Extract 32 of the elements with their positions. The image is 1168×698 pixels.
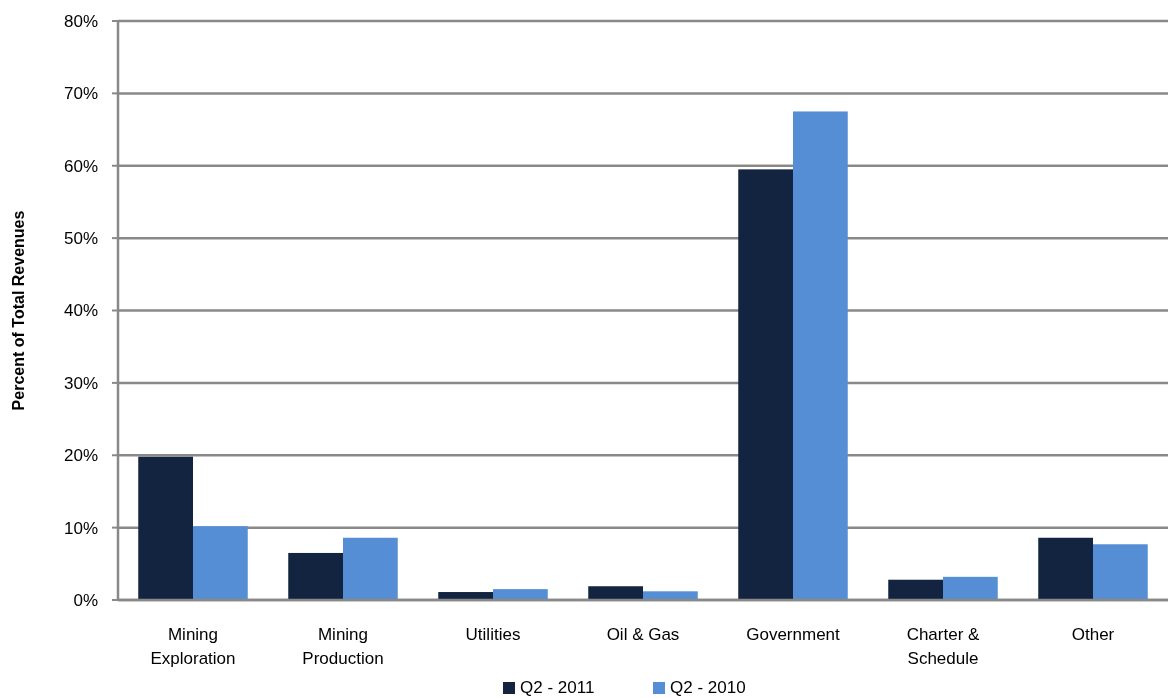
y-tick-label: 80%	[63, 11, 98, 31]
y-tick-label: 10%	[63, 518, 98, 538]
x-tick-label: Charter & Schedule	[906, 625, 981, 668]
y-tick-label: 50%	[63, 229, 98, 249]
bar	[1038, 537, 1093, 600]
bar	[793, 111, 848, 600]
bar	[193, 526, 248, 600]
y-tick-label: 40%	[63, 301, 98, 321]
bar	[943, 576, 998, 600]
y-tick-label: 30%	[63, 373, 98, 393]
bar	[588, 586, 643, 600]
bar	[343, 537, 398, 600]
x-tick-label: Other	[1071, 625, 1115, 644]
x-tick-label: Mining Exploration	[150, 625, 236, 668]
y-tick-label: 70%	[63, 84, 98, 104]
bar	[643, 591, 698, 600]
x-tick-label: Government	[746, 625, 841, 644]
x-tick-label: Utilities	[465, 625, 521, 644]
bar	[738, 169, 793, 600]
bar	[1093, 544, 1148, 600]
bar	[888, 579, 943, 600]
bar	[493, 589, 548, 600]
y-axis-title: Percent of Total Revenues	[10, 210, 27, 411]
legend-label: Q2 - 2011	[520, 678, 595, 697]
bar	[288, 552, 343, 600]
bar	[138, 456, 193, 600]
y-tick-label: 20%	[63, 446, 98, 466]
y-tick-label: 60%	[63, 156, 98, 176]
legend-label: Q2 - 2010	[670, 678, 746, 697]
y-tick-label: 0%	[73, 590, 98, 610]
x-tick-label: Oil & Gas	[606, 625, 680, 644]
x-tick-label: Mining Production	[302, 625, 384, 668]
